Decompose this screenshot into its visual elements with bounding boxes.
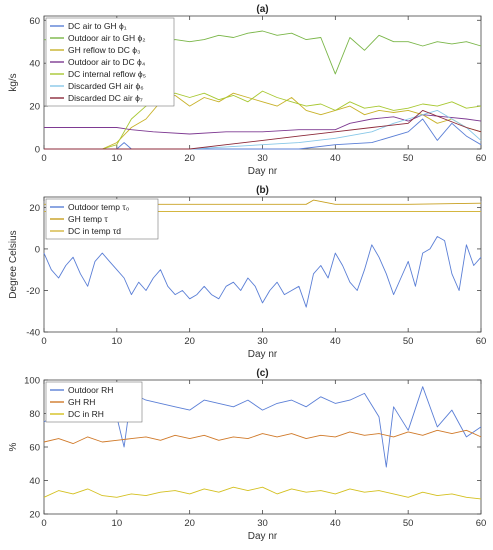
x-tick-label: 0 — [41, 518, 46, 529]
legend-entry: GH reflow to DC ϕ₃ — [68, 45, 140, 55]
series-line — [44, 92, 482, 150]
x-tick-label: 10 — [112, 518, 123, 529]
y-tick-label: 20 — [29, 102, 40, 113]
y-axis-label: kg/s — [8, 73, 19, 91]
legend-entry: Outdoor temp τ₀ — [68, 202, 130, 212]
x-tick-label: 30 — [257, 518, 268, 529]
legend-box — [45, 198, 159, 240]
x-axis-label: Day nr — [248, 531, 278, 542]
y-tick-label: 20 — [29, 203, 40, 214]
x-tick-label: 30 — [257, 153, 268, 164]
y-tick-label: 60 — [29, 16, 40, 27]
series-line — [43, 236, 482, 308]
legend-entry: DC in RH — [68, 409, 104, 419]
y-tick-label: -40 — [26, 328, 40, 339]
y-tick-label: 60 — [29, 443, 40, 454]
legend-entry: Outdoor RH — [68, 385, 113, 395]
x-tick-label: 60 — [476, 336, 487, 347]
legend-entry: Discarded GH air ϕ₆ — [68, 81, 144, 91]
x-tick-label: 10 — [112, 336, 123, 347]
legend-box — [45, 17, 175, 107]
x-axis-label: Day nr — [248, 166, 278, 177]
series-line — [44, 114, 482, 135]
legend-entry: Discarded DC air ϕ₇ — [68, 93, 143, 103]
x-tick-label: 60 — [476, 518, 487, 529]
panel-title: (a) — [256, 4, 268, 15]
y-axis-label: Degree Celsius — [8, 230, 19, 298]
series-line — [43, 386, 482, 468]
legend-entry: DC in temp τd — [68, 226, 121, 236]
x-tick-label: 50 — [403, 153, 414, 164]
series-line — [43, 486, 482, 500]
x-tick-label: 20 — [184, 153, 195, 164]
x-tick-label: 0 — [41, 336, 46, 347]
series-line — [44, 90, 482, 150]
x-tick-label: 40 — [330, 153, 341, 164]
legend-entry: DC internal reflow ϕ₅ — [68, 69, 146, 79]
panel-title: (c) — [256, 368, 268, 379]
x-tick-label: 10 — [112, 153, 123, 164]
series-line — [44, 118, 482, 150]
legend-entry: GH temp τ — [68, 214, 108, 224]
y-tick-label: 80 — [29, 409, 40, 420]
legend-entry: Outdoor air to DC ϕ₄ — [68, 57, 146, 67]
y-tick-label: 0 — [35, 145, 40, 156]
legend-entry: Outdoor air to GH ϕ₂ — [68, 33, 146, 43]
y-tick-label: 100 — [24, 376, 40, 387]
x-tick-label: 50 — [403, 336, 414, 347]
x-tick-label: 50 — [403, 518, 414, 529]
series-line — [43, 429, 482, 445]
x-tick-label: 0 — [41, 153, 46, 164]
x-tick-label: 40 — [330, 518, 341, 529]
legend-entry: DC air to GH ϕ₁ — [68, 21, 127, 31]
x-axis-label: Day nr — [248, 349, 278, 360]
series-line — [44, 109, 482, 150]
legend-entry: GH RH — [68, 397, 95, 407]
y-axis-label: % — [8, 442, 19, 451]
x-tick-label: 30 — [257, 336, 268, 347]
x-tick-label: 60 — [476, 153, 487, 164]
panel-title: (b) — [256, 185, 269, 196]
x-tick-label: 20 — [184, 336, 195, 347]
x-tick-label: 20 — [184, 518, 195, 529]
series-line — [44, 109, 482, 150]
y-tick-label: 20 — [29, 510, 40, 521]
y-tick-label: -20 — [26, 286, 40, 297]
y-tick-label: 40 — [29, 59, 40, 70]
y-tick-label: 40 — [29, 476, 40, 487]
x-tick-label: 40 — [330, 336, 341, 347]
y-tick-label: 0 — [35, 244, 40, 255]
